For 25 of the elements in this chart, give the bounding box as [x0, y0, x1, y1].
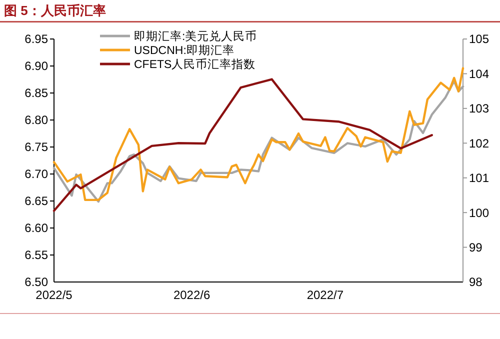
y2-tick-label: 103 [469, 102, 490, 116]
y-tick-label: 6.90 [24, 59, 48, 74]
y2-tick-label: 98 [469, 275, 483, 290]
y-tick-label: 6.80 [24, 113, 48, 128]
legend-label: 即期汇率:美元兑人民币 [134, 29, 258, 44]
y2-tick-label: 105 [469, 32, 490, 46]
y2-tick-label: 99 [469, 240, 483, 254]
y2-tick-label: 100 [469, 206, 490, 220]
y2-tick-label: 102 [469, 136, 490, 150]
legend-label: CFETS人民币汇率指数 [134, 57, 256, 72]
x-tick-label: 2022/5 [36, 288, 73, 302]
y-tick-label: 6.85 [24, 86, 48, 100]
y-tick-label: 6.60 [24, 221, 48, 236]
y-tick-label: 6.55 [24, 248, 48, 262]
x-tick-label: 2022/7 [306, 288, 344, 302]
y-tick-label: 6.70 [24, 167, 48, 182]
legend-label: USDCNH:即期汇率 [134, 43, 234, 58]
y-tick-label: 6.75 [24, 140, 48, 154]
x-tick-label: 2022/6 [173, 288, 210, 302]
y-tick-label: 6.95 [24, 32, 48, 46]
y-tick-label: 6.65 [24, 194, 48, 208]
y2-tick-label: 104 [469, 66, 490, 81]
y-tick-label: 6.50 [24, 275, 48, 290]
chart-title: 图 5：人民币汇率 [4, 3, 106, 18]
y2-tick-label: 101 [469, 171, 490, 186]
